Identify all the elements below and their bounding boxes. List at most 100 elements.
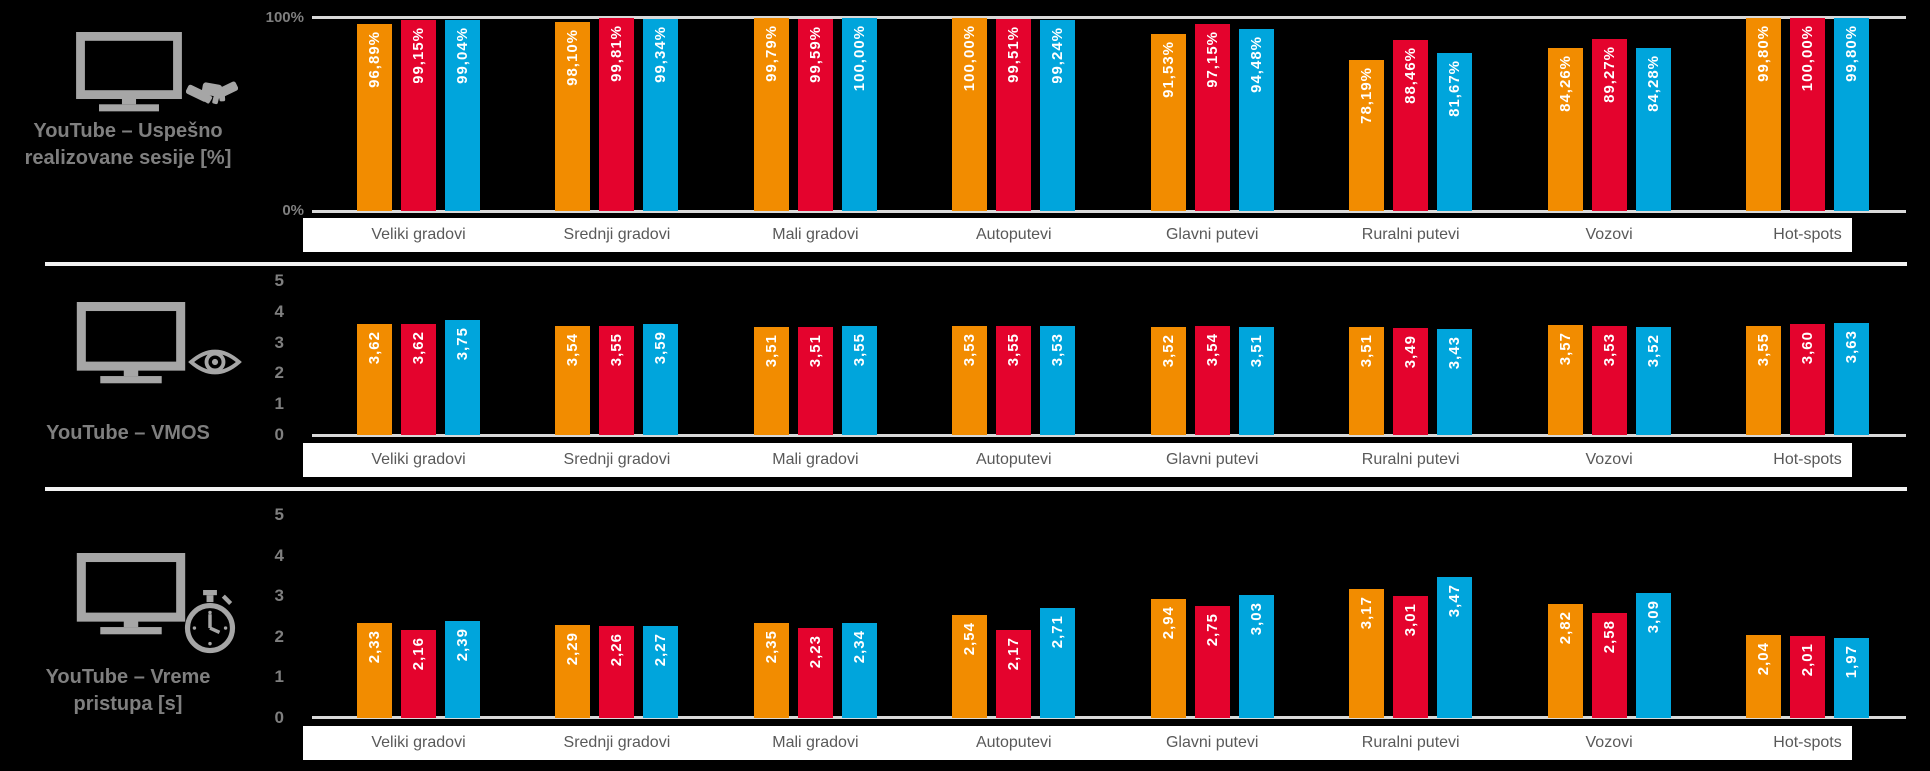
y-axis-tick-label: 1 [274,394,284,414]
bar-value-text: 3,55 [1005,332,1023,366]
bar-value-label: 2,04 [1746,642,1781,675]
bar-value-label: 3,09 [1636,600,1671,633]
y-axis-tick-label: 4 [274,545,284,565]
panel-title-line: YouTube – Uspešno [33,120,223,142]
bar-red: 3,54 [1194,326,1230,435]
bar-value-label: 3,55 [996,333,1031,366]
bar-orange: 3,52 [1150,326,1186,435]
bar-group: 2,04 2,01 1,97 [1745,515,1869,718]
sessions-category-strip: Veliki gradovi Srednji gradovi Mali gradov… [303,218,1852,252]
bar-value-text: 84,26% [1556,55,1574,113]
stopwatch-icon [184,590,236,654]
monitor-icon [76,32,182,112]
y-axis-tick-label: 2 [274,626,284,646]
bar-value-label: 3,75 [445,327,480,360]
bar-red: 2,26 [599,626,635,718]
bar-value-text: 99,79% [762,25,780,83]
bar-value-text: 3,51 [806,333,824,368]
panel-title-line: realizovane sesije [%] [24,147,232,169]
bar-blue: 3,51 [1238,326,1274,435]
bar-red: 3,62 [401,323,436,435]
bar-value-text: 100,00% [1798,25,1816,92]
bar-group: 3,53 3,55 3,53 [952,281,1076,435]
bar-orange: 100,00% [952,18,988,211]
bar-value-label: 99,81% [599,25,634,82]
bar-orange: 2,54 [952,614,988,718]
bar-value-label: 2,17 [996,637,1031,670]
bar-blue: 99,24% [1040,19,1076,211]
panel-title-line: YouTube – Vreme [45,666,211,688]
bar-red: 2,58 [1591,613,1627,718]
bar-value-text: 78,19% [1358,67,1376,124]
bar-orange: 2,94 [1150,598,1186,718]
bar-value-label: 84,26% [1548,55,1583,112]
bar-value-label: 3,49 [1393,335,1428,368]
bar-blue: 3,47 [1437,577,1473,718]
bar-red: 99,59% [797,18,833,211]
bar-value-text: 3,57 [1556,332,1574,366]
category-label: Vozovi [1585,451,1633,468]
y-axis-tick-label: 0 [274,425,284,444]
bar-value-text: 3,75 [454,326,471,360]
bar-value-label: 3,17 [1349,596,1384,629]
bar-red: 2,16 [401,630,436,718]
bar-value-label: 84,28% [1636,55,1671,112]
bar-value-text: 3,51 [762,333,780,368]
bar-red: 99,15% [401,19,436,211]
bar-orange: 99,79% [753,18,789,211]
bar-value-label: 3,54 [1195,333,1230,366]
bar-value-text: 99,51% [1005,25,1023,83]
bar-red: 3,60 [1789,324,1825,435]
category-label: Veliki gradovi [371,734,466,751]
category-label: Ruralni putevi [1361,226,1460,243]
bar-value-label: 98,10% [555,29,590,86]
bar-value-text: 2,34 [850,630,868,664]
bar-value-text: 99,15% [410,26,427,84]
bar-orange: 3,51 [753,326,789,435]
access-time-zero-axis-line [312,716,1906,719]
bar-group: 3,55 3,60 3,63 [1745,281,1869,435]
category-label: Autoputevi [975,734,1052,751]
bar-value-text: 2,39 [454,628,471,662]
bar-blue: 3,59 [643,324,679,435]
bar-orange: 99,80% [1745,18,1781,211]
bar-value-label: 2,39 [445,628,480,661]
bar-blue: 99,80% [1833,18,1869,211]
bar-value-label: 100,00% [952,25,987,91]
bar-value-text: 3,47 [1446,584,1464,618]
category-label: Vozovi [1585,734,1633,751]
bar-red: 88,46% [1393,40,1429,211]
bar-value-label: 3,63 [1834,330,1869,363]
bar-value-text: 99,81% [608,25,626,83]
bar-value-label: 99,34% [643,26,678,83]
bar-value-text: 89,27% [1600,45,1618,103]
category-label: Ruralni putevi [1361,451,1460,468]
bar-orange: 3,57 [1547,325,1583,435]
bar-group: 91,53% 97,15% 94,48% [1150,18,1274,211]
bar-group: 2,82 2,58 3,09 [1547,515,1671,718]
bar-orange: 2,35 [753,622,789,718]
bar-value-label: 3,62 [357,331,392,364]
category-label: Mali gradovi [772,451,859,468]
bar-value-text: 2,17 [1005,636,1023,671]
y-axis-tick-label: 5 [274,505,284,524]
bar-value-text: 2,75 [1203,613,1221,647]
bar-red: 2,17 [996,629,1032,718]
bar-group: 2,29 2,26 2,27 [555,515,679,718]
sessions-plot-area: 96,89% 99,15% 99,04% 98,10% 99,81% 99,34% 99,7… [357,18,1869,211]
bar-value-label: 2,27 [643,633,678,666]
bar-value-text: 2,71 [1049,615,1067,649]
bar-blue: 3,75 [445,319,480,435]
bar-group: 99,80% 100,00% 99,80% [1745,18,1869,211]
bar-value-label: 2,54 [952,622,987,655]
category-label: Srednji gradovi [563,451,671,468]
bar-blue: 3,03 [1238,595,1274,718]
bar-value-label: 3,59 [643,331,678,364]
bar-value-label: 2,26 [599,633,634,666]
bar-value-text: 3,51 [1358,333,1376,368]
bar-blue: 2,34 [841,623,877,718]
bar-blue: 2,39 [445,621,480,718]
bar-value-label: 3,52 [1636,334,1671,367]
bar-group: 3,51 3,51 3,55 [753,281,877,435]
bar-value-text: 91,53% [1159,41,1177,99]
